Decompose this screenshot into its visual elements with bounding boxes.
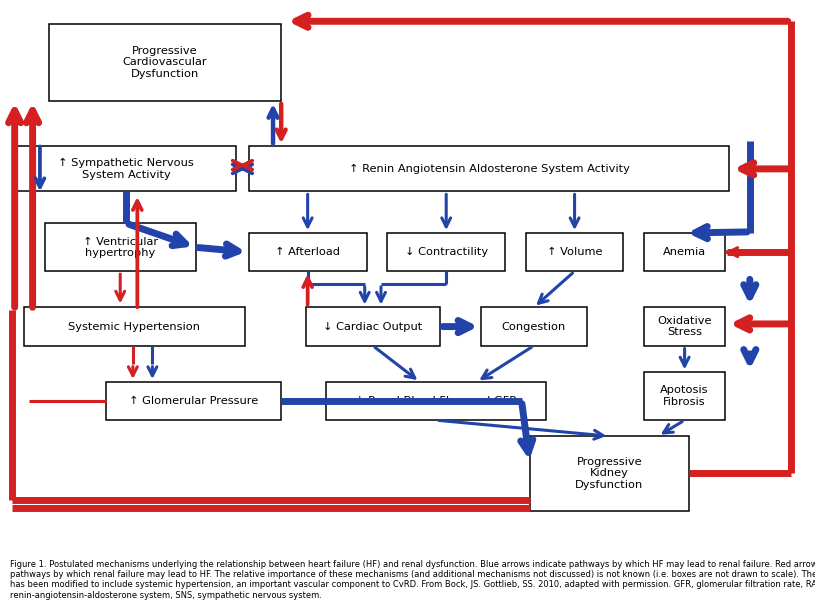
- Bar: [24, 308, 244, 346]
- Bar: [249, 233, 367, 271]
- Bar: [306, 308, 440, 346]
- Bar: [249, 146, 729, 192]
- Text: ↑ Sympathetic Nervous
System Activity: ↑ Sympathetic Nervous System Activity: [59, 158, 194, 180]
- Text: Figure 1. Postulated mechanisms underlying the relationship between heart failur: Figure 1. Postulated mechanisms underlyi…: [10, 560, 815, 600]
- Text: ↑ Volume: ↑ Volume: [547, 247, 602, 257]
- Text: ↑ Renin Angiotensin Aldosterone System Activity: ↑ Renin Angiotensin Aldosterone System A…: [349, 164, 629, 174]
- Bar: [326, 382, 546, 420]
- Bar: [106, 382, 281, 420]
- Bar: [16, 146, 236, 192]
- Bar: [644, 372, 725, 420]
- Text: ↑ Afterload: ↑ Afterload: [275, 247, 340, 257]
- Text: ↑ Glomerular Pressure: ↑ Glomerular Pressure: [129, 396, 258, 406]
- Text: ↑ Ventricular
hypertrophy: ↑ Ventricular hypertrophy: [82, 237, 158, 258]
- Bar: [644, 308, 725, 346]
- Text: Congestion: Congestion: [502, 322, 566, 332]
- Text: Anemia: Anemia: [663, 247, 706, 257]
- Text: Oxidative
Stress: Oxidative Stress: [658, 316, 711, 337]
- Bar: [45, 224, 196, 271]
- Bar: [526, 233, 623, 271]
- Bar: [387, 233, 505, 271]
- Text: Progressive
Cardiovascular
Dysfunction: Progressive Cardiovascular Dysfunction: [123, 46, 207, 79]
- Text: Apotosis
Fibrosis: Apotosis Fibrosis: [660, 385, 709, 407]
- Text: ↓ Contractility: ↓ Contractility: [405, 247, 487, 257]
- Text: Systemic Hypertension: Systemic Hypertension: [68, 322, 200, 332]
- Bar: [49, 24, 281, 101]
- Bar: [644, 233, 725, 271]
- Text: ↓ Renal Blood Flow and GFR: ↓ Renal Blood Flow and GFR: [355, 396, 517, 406]
- Bar: [481, 308, 587, 346]
- Text: ↓ Cardiac Output: ↓ Cardiac Output: [324, 322, 422, 332]
- Text: Progressive
Kidney
Dysfunction: Progressive Kidney Dysfunction: [575, 457, 643, 490]
- Bar: [530, 436, 689, 511]
